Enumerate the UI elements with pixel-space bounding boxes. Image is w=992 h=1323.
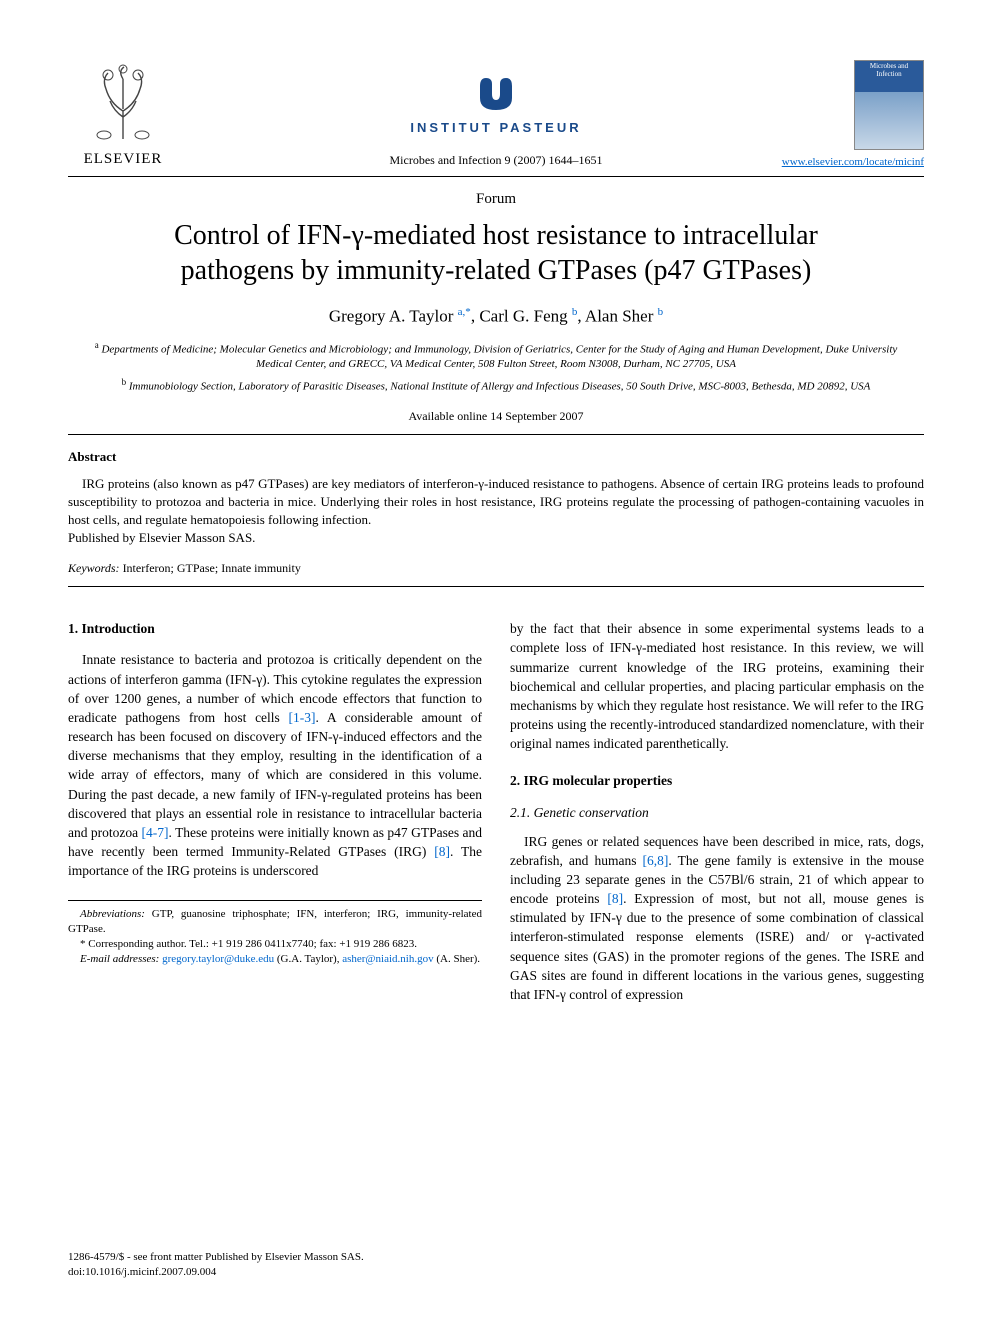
keywords-label: Keywords:	[68, 561, 120, 575]
title-line-1: Control of IFN-γ-mediated host resistanc…	[174, 220, 818, 251]
elsevier-label: ELSEVIER	[84, 151, 163, 168]
citation-link[interactable]: [8]	[434, 844, 450, 859]
journal-url-link[interactable]: www.elsevier.com/locate/micinf	[782, 156, 924, 168]
section-2-heading: 2. IRG molecular properties	[510, 771, 924, 790]
footer: 1286-4579/$ - see front matter Published…	[68, 1250, 364, 1279]
journal-reference: Microbes and Infection 9 (2007) 1644–165…	[390, 153, 603, 168]
pasteur-label: INSTITUT PASTEUR	[410, 120, 581, 135]
journal-cover-block: Microbes and Infection www.elsevier.com/…	[814, 60, 924, 168]
citation-link[interactable]: [4-7]	[142, 825, 169, 840]
abstract-rule-bottom	[68, 586, 924, 587]
citation-link[interactable]: [1-3]	[289, 710, 316, 725]
title-line-2: pathogens by immunity-related GTPases (p…	[181, 255, 812, 286]
header-rule	[68, 176, 924, 177]
email-label: E-mail addresses:	[80, 953, 159, 965]
available-online: Available online 14 September 2007	[68, 409, 924, 424]
elsevier-tree-icon	[80, 61, 166, 147]
abbrev-label: Abbreviations:	[80, 908, 145, 920]
section-2-1-p1: IRG genes or related sequences have been…	[510, 832, 924, 1004]
corresponding-author: * Corresponding author. Tel.: +1 919 286…	[68, 937, 482, 952]
authors: Gregory A. Taylor a,*, Carl G. Feng b, A…	[68, 306, 924, 327]
keywords-text: Interferon; GTPase; Innate immunity	[120, 561, 301, 575]
doi-line: doi:10.1016/j.micinf.2007.09.004	[68, 1266, 216, 1278]
journal-cover-thumb: Microbes and Infection	[854, 60, 924, 150]
section-1-p2: by the fact that their absence in some e…	[510, 619, 924, 753]
pasteur-block: INSTITUT PASTEUR Microbes and Infection …	[178, 74, 814, 168]
footnotes: Abbreviations: GTP, guanosine triphospha…	[68, 900, 482, 966]
copyright-line: 1286-4579/$ - see front matter Published…	[68, 1251, 364, 1263]
author-affil-sup: b	[572, 306, 578, 318]
abstract-body: IRG proteins (also known as p47 GTPases)…	[68, 475, 924, 548]
affiliation-b: b Immunobiology Section, Laboratory of P…	[88, 376, 904, 395]
elsevier-logo-block: ELSEVIER	[68, 61, 178, 168]
section-1-p1: Innate resistance to bacteria and protoz…	[68, 650, 482, 880]
abstract-rule-top	[68, 434, 924, 435]
abstract-p1: IRG proteins (also known as p47 GTPases)…	[68, 475, 924, 530]
pasteur-logo-icon	[476, 74, 516, 114]
email-link[interactable]: asher@niaid.nih.gov	[342, 953, 433, 965]
citation-link[interactable]: [6,8]	[643, 853, 669, 868]
citation-link[interactable]: [8]	[607, 891, 623, 906]
article-title: Control of IFN-γ-mediated host resistanc…	[98, 218, 894, 288]
author-affil-sup: a,*	[458, 306, 471, 318]
section-1-heading: 1. Introduction	[68, 619, 482, 638]
abbreviations: Abbreviations: GTP, guanosine triphospha…	[68, 907, 482, 937]
body-columns: 1. Introduction Innate resistance to bac…	[68, 619, 924, 1004]
article-type: Forum	[68, 191, 924, 208]
cover-title: Microbes and Infection	[857, 63, 921, 78]
affiliation-a: a Departments of Medicine; Molecular Gen…	[88, 339, 904, 372]
author-affil-sup: b	[658, 306, 664, 318]
emails: E-mail addresses: gregory.taylor@duke.ed…	[68, 952, 482, 967]
email-link[interactable]: gregory.taylor@duke.edu	[162, 953, 274, 965]
section-2-1-heading: 2.1. Genetic conservation	[510, 803, 924, 822]
keywords: Keywords: Interferon; GTPase; Innate imm…	[68, 561, 924, 576]
abstract-heading: Abstract	[68, 449, 924, 465]
abstract-p2: Published by Elsevier Masson SAS.	[68, 529, 924, 547]
page-header: ELSEVIER INSTITUT PASTEUR Microbes and I…	[68, 60, 924, 168]
